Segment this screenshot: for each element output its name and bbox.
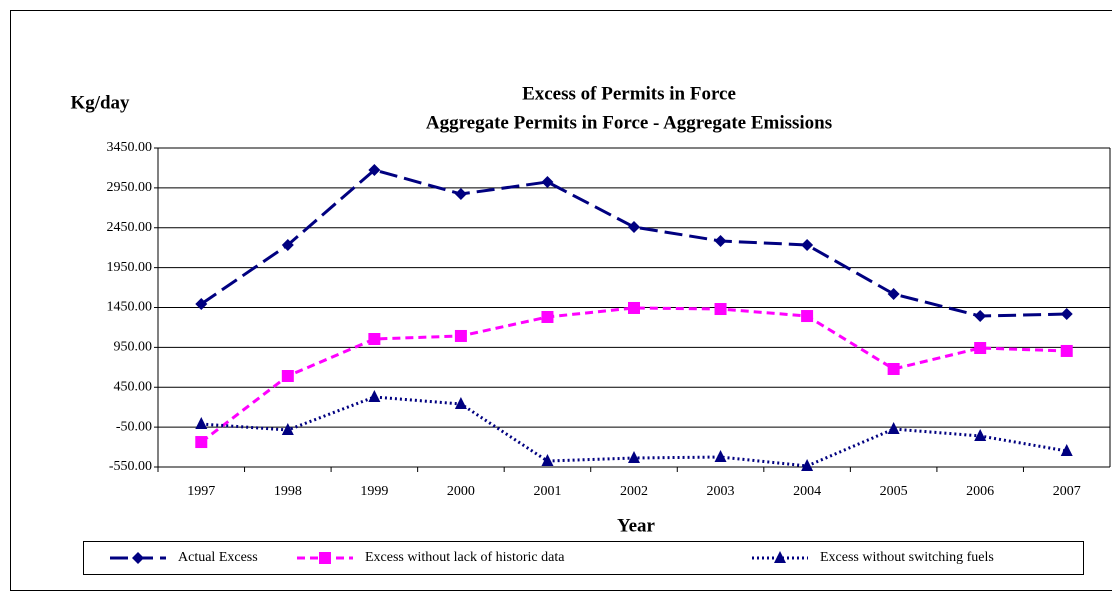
x-tick-label: 2007 — [1053, 484, 1081, 499]
y-tick-label: 3450.00 — [107, 140, 153, 155]
y-tick-label: 450.00 — [114, 379, 153, 394]
marker-triangle — [774, 551, 786, 563]
marker-diamond — [801, 238, 814, 251]
marker-square — [628, 301, 640, 314]
marker-diamond — [887, 288, 900, 301]
y-tick-label: -50.00 — [116, 419, 152, 434]
marker-diamond — [628, 221, 640, 234]
y-tick-label: -550.00 — [109, 459, 152, 474]
x-tick-label: 2003 — [707, 484, 735, 499]
marker-square — [1060, 344, 1073, 357]
x-tick-label: 2006 — [966, 484, 994, 499]
marker-triangle — [541, 454, 554, 467]
marker-triangle — [281, 422, 294, 435]
x-tick-label: 2002 — [620, 484, 648, 499]
marker-triangle — [195, 417, 208, 430]
series-line — [200, 168, 1067, 318]
marker-diamond — [541, 175, 554, 188]
marker-square — [281, 370, 294, 383]
marker-square — [368, 333, 381, 346]
marker-triangle — [628, 450, 640, 463]
series-line — [200, 306, 1067, 444]
marker-diamond — [714, 234, 727, 247]
y-tick-label: 1950.00 — [107, 260, 153, 275]
x-tick-label: 1997 — [187, 484, 215, 499]
y-tick-label: 950.00 — [114, 340, 153, 355]
x-tick-label: 2000 — [447, 484, 475, 499]
x-tick-label: 2004 — [793, 484, 821, 499]
marker-square — [195, 436, 208, 449]
marker-triangle — [714, 450, 727, 463]
marker-diamond — [1060, 308, 1073, 321]
x-axis-label: Year — [617, 515, 656, 536]
chart-subtitle: Aggregate Permits in Force - Aggregate E… — [426, 112, 832, 133]
marker-triangle — [801, 458, 814, 471]
y-axis-label: Kg/day — [70, 92, 130, 113]
marker-square — [319, 552, 331, 564]
y-tick-label: 1450.00 — [107, 300, 153, 315]
marker-triangle — [454, 396, 467, 409]
chart-frame — [10, 10, 1112, 591]
marker-diamond — [454, 188, 467, 201]
marker-triangle — [974, 428, 987, 441]
marker-square — [454, 329, 467, 342]
y-tick-label: 2950.00 — [107, 180, 153, 195]
x-tick-label: 1998 — [274, 484, 302, 499]
marker-triangle — [1060, 443, 1073, 456]
marker-triangle — [368, 389, 381, 402]
marker-diamond — [368, 164, 381, 177]
marker-diamond — [281, 238, 294, 251]
marker-square — [541, 310, 554, 323]
x-tick-label: 2001 — [533, 484, 561, 499]
legend-label: Actual Excess — [178, 550, 258, 565]
chart-title: Excess of Permits in Force — [522, 83, 736, 104]
x-tick-label: 1999 — [360, 484, 388, 499]
marker-square — [714, 303, 727, 316]
legend-label: Excess without switching fuels — [820, 550, 994, 565]
legend-box — [83, 541, 1084, 575]
legend-label: Excess without lack of historic data — [365, 550, 565, 565]
marker-diamond — [974, 310, 987, 323]
marker-square — [887, 362, 900, 375]
marker-square — [974, 342, 987, 355]
marker-diamond — [132, 552, 144, 564]
marker-diamond — [195, 297, 208, 310]
marker-square — [801, 310, 814, 323]
y-tick-label: 2450.00 — [107, 220, 153, 235]
x-tick-label: 2005 — [880, 484, 908, 499]
marker-triangle — [887, 422, 900, 435]
